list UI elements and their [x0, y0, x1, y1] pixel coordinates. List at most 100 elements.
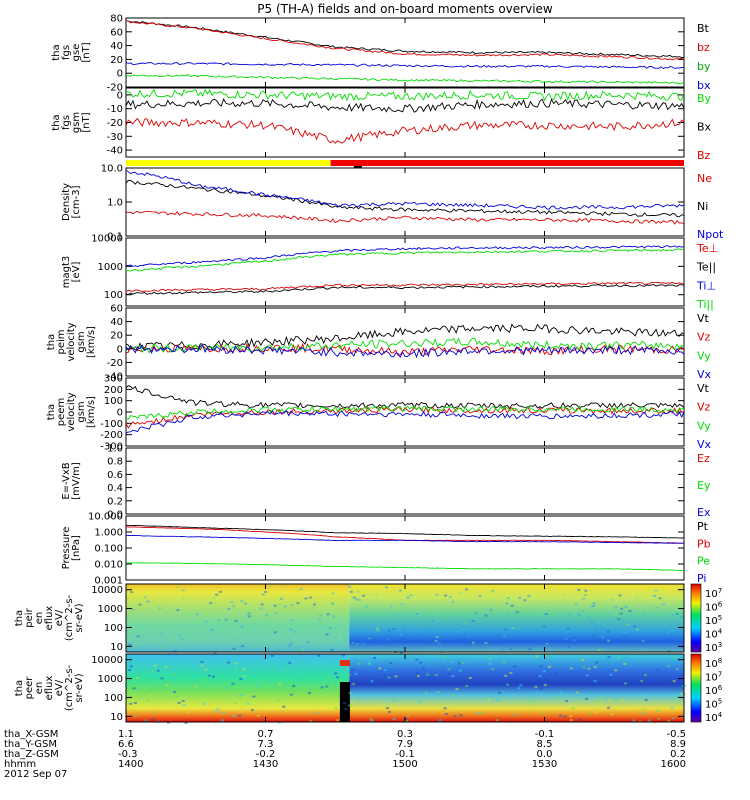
y-tick-label: 1000 [98, 604, 123, 615]
spectrogram-speckle [355, 642, 359, 645]
spectrogram-speckle [346, 622, 350, 625]
series-pi [126, 535, 684, 544]
spectrogram-speckle [419, 661, 423, 664]
spectrogram-speckle [599, 700, 603, 703]
spectrogram-speckle [437, 642, 441, 645]
spectrogram-speckle [426, 673, 430, 676]
spectrogram-speckle [351, 668, 355, 671]
spectrogram-speckle [296, 602, 300, 605]
spectrogram-speckle [369, 718, 373, 721]
spectrogram-speckle [635, 628, 639, 631]
spectrogram-speckle [624, 682, 628, 685]
spectrogram-speckle [289, 693, 293, 696]
spectrogram-speckle [535, 655, 539, 658]
y-tick-label: 1.000 [94, 528, 123, 539]
spectrogram-speckle [534, 685, 538, 688]
spectrogram-speckle [134, 643, 138, 646]
spectrogram-speckle [215, 593, 219, 596]
y-tick-label: 100 [104, 693, 123, 704]
y-tick-label: 0 [117, 90, 123, 101]
spectrogram-speckle [465, 588, 469, 591]
spectrogram-speckle [529, 705, 533, 708]
panel-frame [125, 307, 685, 377]
panel-temperature: 10000 1000 100 magt3 [eV] Te⊥ Te|| Ti⊥ Ti|| [61, 234, 718, 312]
spectrogram-speckle [331, 592, 335, 595]
spectrogram-speckle [588, 713, 592, 716]
spectrogram-speckle [173, 627, 177, 630]
series-by [126, 88, 684, 102]
spectrogram-speckle [597, 648, 601, 651]
series-vz [126, 342, 684, 357]
data-gap-cap [339, 660, 350, 666]
y-tick-label: -20 [107, 83, 123, 94]
panel-fgs_gse: 80 60 40 20 0 -20 tha fgs gse [nT] Bt bz by bx [51, 14, 711, 94]
spectrogram-speckle [496, 699, 500, 702]
spectrogram-speckle [469, 674, 473, 677]
y-axis-label: sr-eV) [74, 603, 85, 632]
y-tick-label: 20 [110, 331, 123, 342]
spectrogram-speckle [656, 709, 660, 712]
spectrogram-speckle [624, 605, 628, 608]
spectrogram-speckle [377, 625, 381, 628]
spectrogram-speckle [240, 706, 244, 709]
spectrogram-speckle [216, 707, 220, 710]
spectrogram-speckle [182, 704, 186, 707]
spectrogram-speckle [670, 613, 674, 616]
spectrogram-speckle [243, 602, 247, 605]
y-tick-label: -40 [107, 146, 123, 157]
spectrogram-speckle [126, 634, 130, 637]
series-te|| [126, 284, 684, 296]
spectrogram-speckle [217, 619, 221, 622]
spectrogram-speckle [242, 668, 246, 671]
legend-entry: Ez [697, 452, 710, 465]
y-tick-label: 10000 [91, 585, 123, 596]
spectrogram-speckle [681, 646, 685, 649]
spectrogram-speckle [461, 661, 465, 664]
spectrogram-speckle [535, 691, 539, 694]
spectrogram-speckle [199, 666, 203, 669]
x-axis-value: 0.2 [670, 749, 686, 760]
x-axis-value: 1600 [661, 759, 686, 770]
spectrogram-speckle [523, 599, 527, 602]
y-tick-label: 10 [110, 642, 123, 653]
spectrogram-speckle [150, 670, 154, 673]
spectrogram-speckle [283, 605, 287, 608]
spectrogram-speckle [231, 682, 235, 685]
spectrogram-speckle [387, 710, 391, 713]
spectrogram-speckle [415, 658, 419, 661]
spectrogram-speckle [342, 638, 346, 641]
spectrogram-speckle [357, 590, 361, 593]
spectrogram-speckle [584, 589, 588, 592]
y-tick-label: 0.8 [107, 457, 123, 468]
spectrogram-speckle [387, 629, 391, 632]
spectrogram-speckle [195, 613, 199, 616]
spectrogram-speckle [626, 623, 630, 626]
y-tick-label: 0.1 [107, 232, 123, 243]
x-axis-value: -0.5 [666, 729, 686, 740]
spectrogram-speckle [246, 612, 250, 615]
spectrogram-speckle [241, 645, 245, 648]
spectrogram-speckle [394, 675, 398, 678]
y-axis-label: en [34, 682, 45, 695]
spectrogram-speckle [667, 719, 671, 722]
series-pb [126, 526, 684, 544]
spectrogram-speckle [617, 657, 621, 660]
spectrogram-speckle [681, 684, 685, 687]
y-axis-label: fgs [61, 45, 72, 60]
legend-entry: Pt [697, 520, 709, 533]
spectrogram-speckle [387, 638, 391, 641]
spectrogram-speckle [212, 597, 216, 600]
spectrogram-speckle [447, 668, 451, 671]
spectrogram-speckle [593, 666, 597, 669]
spectrogram-speckle [450, 660, 454, 663]
spectrogram-speckle [247, 611, 251, 614]
y-axis-label: [eV] [71, 262, 82, 283]
spectrogram-speckle [278, 682, 282, 685]
spectrogram-speckle [595, 702, 599, 705]
spectrogram-speckle [138, 603, 142, 606]
spectrogram-speckle [416, 674, 420, 677]
spectrogram-speckle [666, 630, 670, 633]
spectrogram-speckle [471, 641, 475, 644]
spectrogram-speckle [392, 718, 396, 721]
spectrogram-speckle [658, 597, 662, 600]
